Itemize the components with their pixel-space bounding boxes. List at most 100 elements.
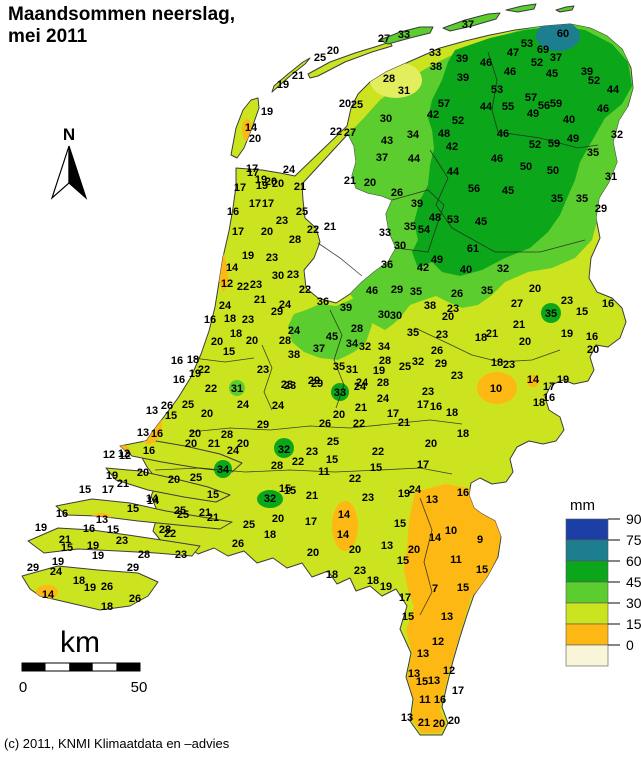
- station-value: 15: [576, 306, 588, 318]
- legend-tick-label: 15: [626, 616, 641, 632]
- station-value: 25: [190, 472, 202, 484]
- station-value: 40: [563, 114, 575, 126]
- station-value: 13: [426, 494, 438, 506]
- station-value: 20: [333, 409, 345, 421]
- station-value: 36: [381, 259, 393, 271]
- station-value: 49: [567, 133, 579, 145]
- region-30-45mm-gooi-utrecht: [288, 295, 372, 360]
- station-value: 24: [237, 399, 250, 411]
- station-value: 24: [409, 484, 422, 496]
- station-value: 12: [443, 665, 455, 677]
- station-value: 22: [307, 224, 319, 236]
- station-value: 50: [547, 165, 559, 177]
- station-value: 13: [146, 405, 158, 417]
- station-value: 44: [480, 101, 493, 113]
- station-value: 37: [376, 152, 388, 164]
- station-value: 17: [305, 516, 317, 528]
- station-value: 21: [324, 221, 336, 233]
- station-value: 21: [513, 319, 525, 331]
- station-value: 21: [117, 478, 129, 490]
- station-value: 15: [394, 518, 406, 530]
- station-value: 49: [431, 254, 443, 266]
- station-value: 20: [201, 408, 213, 420]
- station-value: 13: [408, 668, 420, 680]
- station-value: 15: [207, 489, 219, 501]
- border-friesland-drenthe: [429, 149, 453, 229]
- station-value: 16: [430, 401, 442, 413]
- legend-color-box: [565, 581, 609, 604]
- station-value: 21: [294, 181, 306, 193]
- station-value: 15: [79, 484, 91, 496]
- station-value: 20: [448, 715, 460, 727]
- station-value: 16: [227, 206, 239, 218]
- station-value: 20: [408, 544, 420, 556]
- border-overijssel-gelderland: [414, 327, 561, 363]
- border-drenthe-overijssel: [451, 227, 586, 253]
- station-value: 32: [611, 129, 623, 141]
- station-value: 52: [452, 115, 464, 127]
- station-value: 16: [171, 355, 183, 367]
- station-value: 46: [597, 103, 609, 115]
- station-value: 10: [445, 525, 457, 537]
- station-value: 45: [326, 331, 338, 343]
- station-value: 20: [529, 283, 541, 295]
- station-value: 7: [432, 583, 438, 595]
- station-value: 29: [391, 284, 403, 296]
- station-value: 23: [561, 295, 573, 307]
- station-value: 39: [457, 72, 469, 84]
- station-value: 15: [127, 503, 139, 515]
- station-value: 19: [261, 106, 273, 118]
- station-value: 23: [306, 446, 318, 458]
- station-value: 29: [271, 306, 283, 318]
- station-value: 12: [119, 450, 131, 462]
- station-value: 31: [605, 171, 617, 183]
- station-value: 24: [288, 325, 301, 337]
- station-value: 26: [129, 593, 141, 605]
- station-value: 26: [161, 400, 173, 412]
- station-value: 38: [430, 61, 442, 73]
- station-value: 10: [490, 383, 502, 395]
- station-value: 15: [165, 410, 177, 422]
- station-value: 35: [481, 285, 493, 297]
- station-value: 24: [279, 299, 292, 311]
- station-value: 26: [101, 581, 113, 593]
- station-value: 15: [61, 542, 73, 554]
- station-value: 15: [279, 483, 291, 495]
- station-value: 18: [73, 575, 85, 587]
- station-value: 23: [266, 252, 278, 264]
- region-0-15mm-achterhoek: [477, 372, 517, 404]
- station-value: 22: [198, 364, 210, 376]
- station-value: 15: [416, 676, 428, 688]
- station-value: 34: [217, 464, 230, 476]
- station-value: 25: [182, 399, 194, 411]
- station-value: 17: [249, 198, 261, 210]
- station-value: 35: [576, 193, 588, 205]
- legend-title: mm: [570, 497, 595, 514]
- station-value: 20: [168, 474, 180, 486]
- station-value: 20: [433, 718, 445, 730]
- station-value: 14: [226, 262, 239, 274]
- scale-bar-unit-label: km: [60, 626, 100, 659]
- station-value: 16: [434, 694, 446, 706]
- station-value: 42: [446, 141, 458, 153]
- station-value: 45: [475, 216, 487, 228]
- station-value: 28: [271, 460, 283, 472]
- station-value: 52: [529, 139, 541, 151]
- station-value: 23: [276, 215, 288, 227]
- station-value: 48: [438, 128, 450, 140]
- station-value: 35: [404, 221, 416, 233]
- station-value: 21: [306, 490, 318, 502]
- station-value: 22: [353, 418, 365, 430]
- station-value: 25: [177, 509, 189, 521]
- station-value: 19: [373, 365, 385, 377]
- station-value: 33: [398, 29, 410, 41]
- station-value: 14: [42, 589, 55, 601]
- station-value: 20: [327, 45, 339, 57]
- station-value: 15: [370, 462, 382, 474]
- border-river-waal: [189, 419, 463, 433]
- region-0-15mm-west-brabant: [332, 501, 358, 551]
- station-value: 23: [451, 370, 463, 382]
- station-value: 16: [543, 392, 555, 404]
- station-value: 16: [83, 523, 95, 535]
- station-value: 32: [412, 356, 424, 368]
